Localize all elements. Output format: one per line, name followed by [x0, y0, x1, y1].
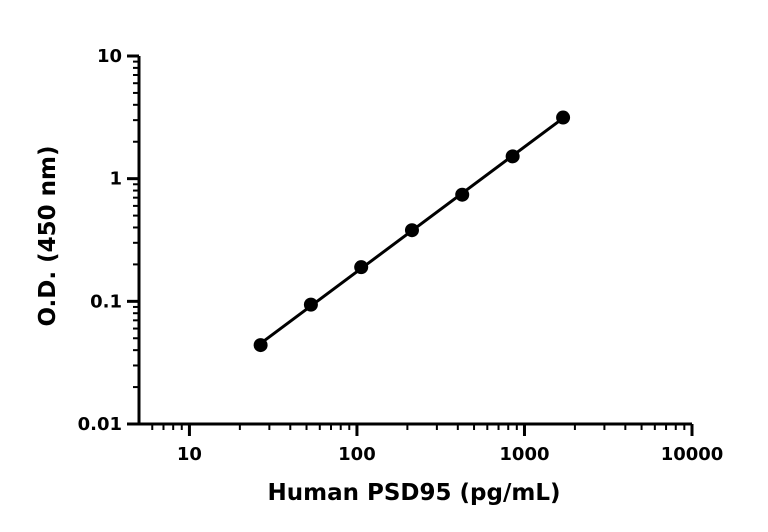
data-point	[505, 149, 520, 164]
y-tick-label: 0.01	[78, 414, 122, 435]
data-point	[404, 223, 419, 238]
y-tick-label: 1	[109, 169, 122, 190]
data-point	[556, 110, 571, 125]
data-point	[253, 338, 268, 353]
x-tick-label: 100	[338, 444, 376, 465]
y-axis-ticks: 0.01 0.1 1 10	[78, 46, 139, 435]
y-axis-title: O.D. (450 nm)	[35, 145, 61, 326]
x-tick-label: 10	[177, 444, 202, 465]
x-tick-label: 10000	[661, 444, 724, 465]
x-axis-ticks: 10 100 1000 10000	[151, 424, 724, 465]
x-axis-title: Human PSD95 (pg/mL)	[268, 480, 561, 506]
y-tick-label: 10	[97, 46, 122, 67]
data-point	[354, 260, 369, 275]
data-point	[303, 297, 318, 312]
data-series	[253, 110, 571, 353]
y-tick-label: 0.1	[90, 291, 122, 312]
data-point	[455, 187, 470, 202]
axes	[137, 56, 692, 426]
x-tick-label: 1000	[499, 444, 549, 465]
